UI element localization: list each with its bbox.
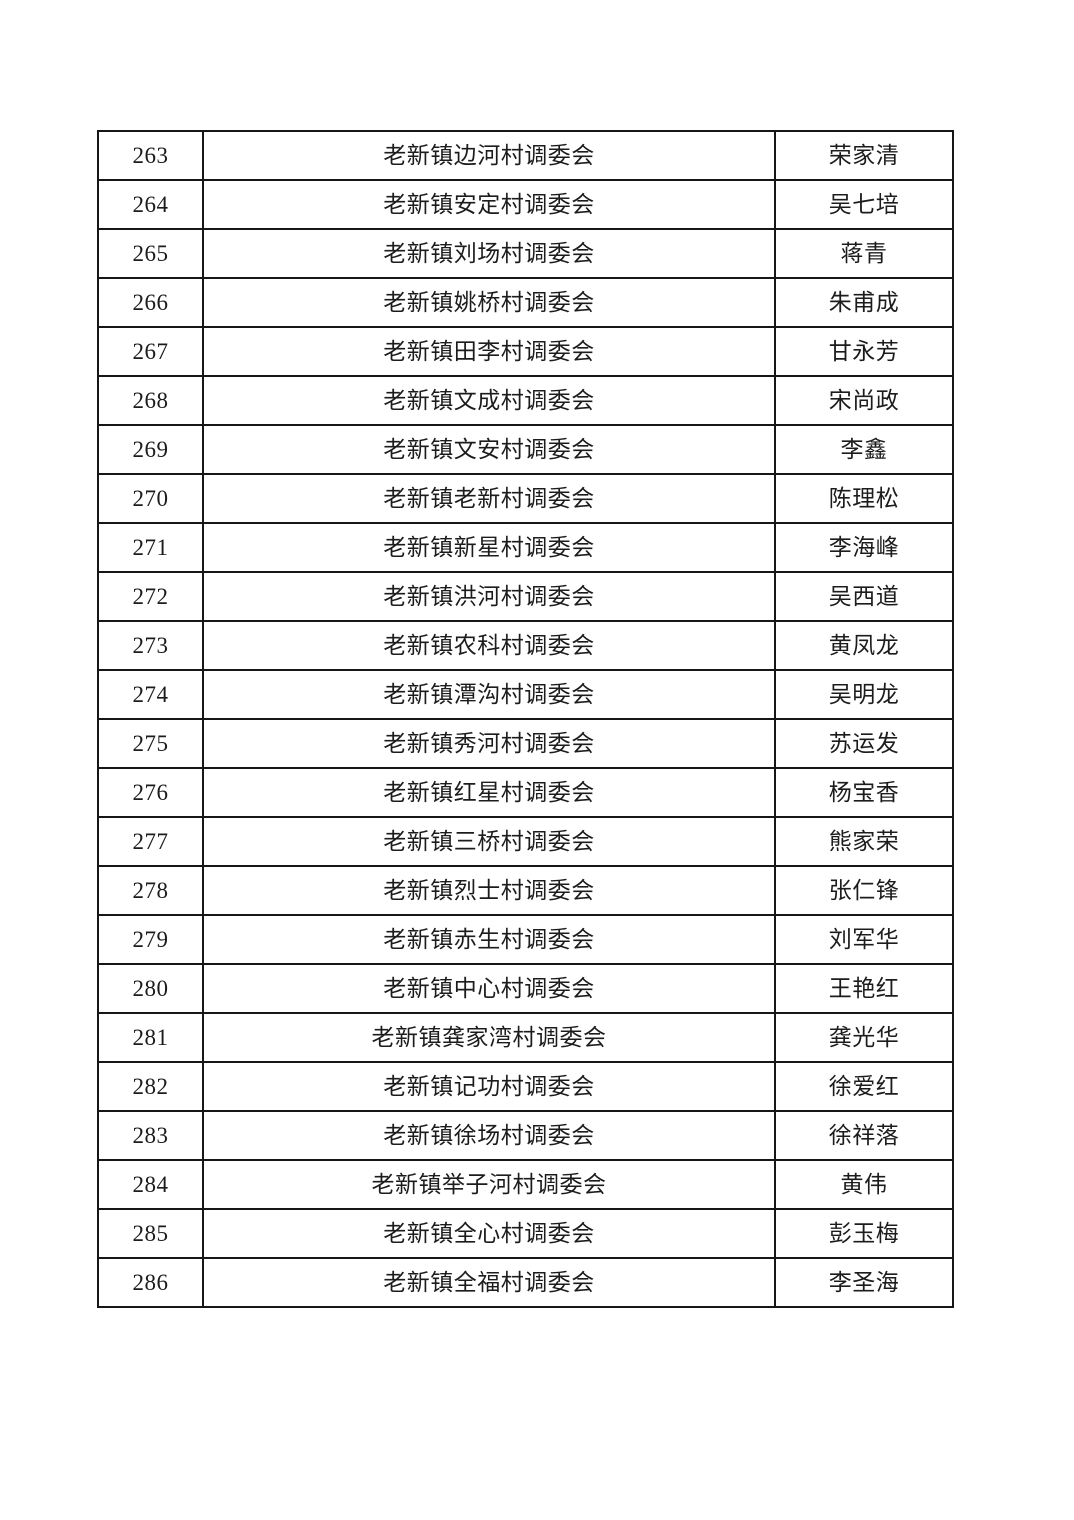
person-name-cell: 刘军华 xyxy=(774,914,954,965)
person-name-cell: 陈理松 xyxy=(774,473,954,524)
table-row: 279 老新镇赤生村调委会 刘军华 xyxy=(97,914,954,965)
row-number-cell: 264 xyxy=(97,179,204,230)
table-row: 286 老新镇全福村调委会 李圣海 xyxy=(97,1257,954,1308)
committee-name-cell: 老新镇文成村调委会 xyxy=(202,375,776,426)
row-number-cell: 274 xyxy=(97,669,204,720)
committee-name-cell: 老新镇新星村调委会 xyxy=(202,522,776,573)
row-number-cell: 273 xyxy=(97,620,204,671)
committee-name-cell: 老新镇姚桥村调委会 xyxy=(202,277,776,328)
committee-name-cell: 老新镇秀河村调委会 xyxy=(202,718,776,769)
table-row: 282 老新镇记功村调委会 徐爱红 xyxy=(97,1061,954,1112)
table-body: 263 老新镇边河村调委会 荣家清 264 老新镇安定村调委会 吴七培 265 老新镇刘场村调… xyxy=(97,130,954,1308)
table-row: 267 老新镇田李村调委会 甘永芳 xyxy=(97,326,954,377)
committee-name-cell: 老新镇潭沟村调委会 xyxy=(202,669,776,720)
table-row: 285 老新镇全心村调委会 彭玉梅 xyxy=(97,1208,954,1259)
row-number-cell: 276 xyxy=(97,767,204,818)
person-name-cell: 朱甫成 xyxy=(774,277,954,328)
committee-name-cell: 老新镇三桥村调委会 xyxy=(202,816,776,867)
table-row: 271 老新镇新星村调委会 李海峰 xyxy=(97,522,954,573)
table-row: 265 老新镇刘场村调委会 蒋青 xyxy=(97,228,954,279)
row-number-cell: 265 xyxy=(97,228,204,279)
person-name-cell: 李圣海 xyxy=(774,1257,954,1308)
table-row: 264 老新镇安定村调委会 吴七培 xyxy=(97,179,954,230)
person-name-cell: 吴七培 xyxy=(774,179,954,230)
person-name-cell: 黄伟 xyxy=(774,1159,954,1210)
table-row: 277 老新镇三桥村调委会 熊家荣 xyxy=(97,816,954,867)
row-number-cell: 282 xyxy=(97,1061,204,1112)
table-row: 263 老新镇边河村调委会 荣家清 xyxy=(97,130,954,181)
person-name-cell: 宋尚政 xyxy=(774,375,954,426)
row-number-cell: 269 xyxy=(97,424,204,475)
committee-name-cell: 老新镇中心村调委会 xyxy=(202,963,776,1014)
table-row: 276 老新镇红星村调委会 杨宝香 xyxy=(97,767,954,818)
person-name-cell: 熊家荣 xyxy=(774,816,954,867)
row-number-cell: 279 xyxy=(97,914,204,965)
person-name-cell: 徐爱红 xyxy=(774,1061,954,1112)
table-row: 273 老新镇农科村调委会 黄凤龙 xyxy=(97,620,954,671)
person-name-cell: 黄凤龙 xyxy=(774,620,954,671)
committee-name-cell: 老新镇边河村调委会 xyxy=(202,130,776,181)
table-row: 283 老新镇徐场村调委会 徐祥落 xyxy=(97,1110,954,1161)
row-number-cell: 278 xyxy=(97,865,204,916)
committee-name-cell: 老新镇农科村调委会 xyxy=(202,620,776,671)
table-row: 270 老新镇老新村调委会 陈理松 xyxy=(97,473,954,524)
committee-name-cell: 老新镇举子河村调委会 xyxy=(202,1159,776,1210)
person-name-cell: 甘永芳 xyxy=(774,326,954,377)
committee-name-cell: 老新镇老新村调委会 xyxy=(202,473,776,524)
row-number-cell: 270 xyxy=(97,473,204,524)
committee-name-cell: 老新镇红星村调委会 xyxy=(202,767,776,818)
person-name-cell: 彭玉梅 xyxy=(774,1208,954,1259)
row-number-cell: 263 xyxy=(97,130,204,181)
committee-name-cell: 老新镇记功村调委会 xyxy=(202,1061,776,1112)
table-row: 284 老新镇举子河村调委会 黄伟 xyxy=(97,1159,954,1210)
committee-name-cell: 老新镇全心村调委会 xyxy=(202,1208,776,1259)
committee-name-cell: 老新镇龚家湾村调委会 xyxy=(202,1012,776,1063)
committee-name-cell: 老新镇文安村调委会 xyxy=(202,424,776,475)
table-row: 269 老新镇文安村调委会 李鑫 xyxy=(97,424,954,475)
row-number-cell: 280 xyxy=(97,963,204,1014)
mediation-committee-table: 263 老新镇边河村调委会 荣家清 264 老新镇安定村调委会 吴七培 265 老新镇刘场村调… xyxy=(97,130,954,1308)
committee-name-cell: 老新镇田李村调委会 xyxy=(202,326,776,377)
person-name-cell: 李海峰 xyxy=(774,522,954,573)
table-row: 268 老新镇文成村调委会 宋尚政 xyxy=(97,375,954,426)
person-name-cell: 苏运发 xyxy=(774,718,954,769)
table-row: 275 老新镇秀河村调委会 苏运发 xyxy=(97,718,954,769)
table-row: 274 老新镇潭沟村调委会 吴明龙 xyxy=(97,669,954,720)
table-row: 278 老新镇烈士村调委会 张仁锋 xyxy=(97,865,954,916)
row-number-cell: 283 xyxy=(97,1110,204,1161)
committee-name-cell: 老新镇刘场村调委会 xyxy=(202,228,776,279)
row-number-cell: 286 xyxy=(97,1257,204,1308)
person-name-cell: 徐祥落 xyxy=(774,1110,954,1161)
table-row: 266 老新镇姚桥村调委会 朱甫成 xyxy=(97,277,954,328)
person-name-cell: 杨宝香 xyxy=(774,767,954,818)
person-name-cell: 蒋青 xyxy=(774,228,954,279)
row-number-cell: 275 xyxy=(97,718,204,769)
person-name-cell: 吴明龙 xyxy=(774,669,954,720)
committee-name-cell: 老新镇安定村调委会 xyxy=(202,179,776,230)
person-name-cell: 龚光华 xyxy=(774,1012,954,1063)
table-row: 280 老新镇中心村调委会 王艳红 xyxy=(97,963,954,1014)
row-number-cell: 277 xyxy=(97,816,204,867)
row-number-cell: 272 xyxy=(97,571,204,622)
row-number-cell: 284 xyxy=(97,1159,204,1210)
committee-name-cell: 老新镇全福村调委会 xyxy=(202,1257,776,1308)
row-number-cell: 271 xyxy=(97,522,204,573)
person-name-cell: 王艳红 xyxy=(774,963,954,1014)
committee-name-cell: 老新镇洪河村调委会 xyxy=(202,571,776,622)
committee-name-cell: 老新镇赤生村调委会 xyxy=(202,914,776,965)
person-name-cell: 张仁锋 xyxy=(774,865,954,916)
committee-name-cell: 老新镇烈士村调委会 xyxy=(202,865,776,916)
row-number-cell: 267 xyxy=(97,326,204,377)
person-name-cell: 李鑫 xyxy=(774,424,954,475)
row-number-cell: 281 xyxy=(97,1012,204,1063)
person-name-cell: 吴西道 xyxy=(774,571,954,622)
row-number-cell: 266 xyxy=(97,277,204,328)
table-row: 272 老新镇洪河村调委会 吴西道 xyxy=(97,571,954,622)
person-name-cell: 荣家清 xyxy=(774,130,954,181)
table-row: 281 老新镇龚家湾村调委会 龚光华 xyxy=(97,1012,954,1063)
committee-name-cell: 老新镇徐场村调委会 xyxy=(202,1110,776,1161)
row-number-cell: 285 xyxy=(97,1208,204,1259)
row-number-cell: 268 xyxy=(97,375,204,426)
